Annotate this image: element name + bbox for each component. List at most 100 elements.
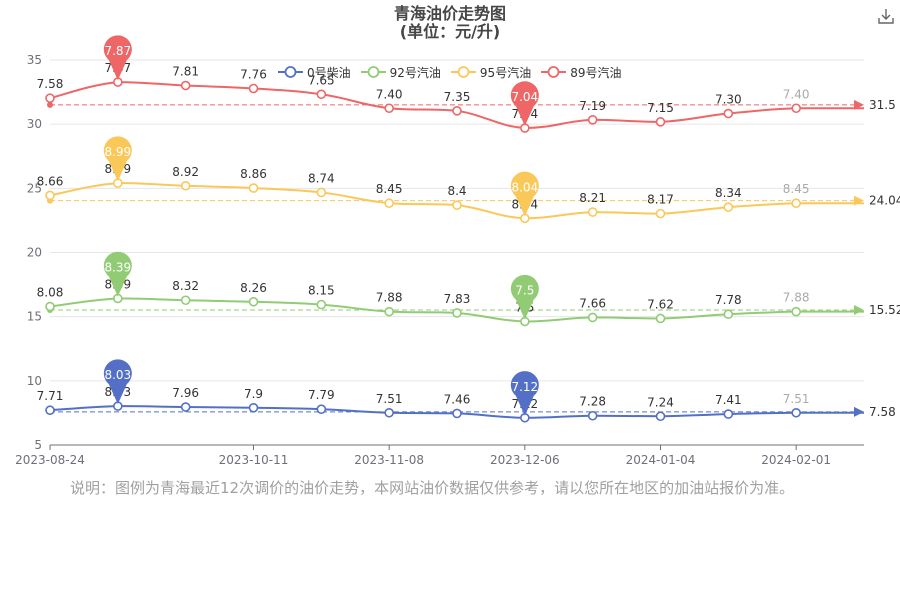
data-point: [180, 180, 191, 191]
data-label: 7.24: [647, 395, 674, 409]
data-point: [452, 408, 462, 419]
data-point: [791, 103, 801, 114]
data-point: [45, 301, 55, 312]
data-label: 7.15: [647, 101, 674, 115]
data-point: [316, 404, 327, 414]
data-point: [452, 308, 462, 318]
legend-label: 89号汽油: [570, 65, 622, 80]
chart-subtitle: (单位：元/升): [399, 22, 501, 41]
marker-pin: [103, 359, 132, 405]
data-label: 7.66: [579, 296, 606, 310]
marker-pin: [510, 171, 539, 217]
chart-title: 青海油价走势图: [393, 4, 506, 23]
data-point: [180, 402, 191, 412]
data-point: [384, 306, 394, 317]
marker-label: 7.04: [511, 90, 538, 104]
data-label: 7.65: [308, 73, 335, 87]
legend-symbol: [278, 66, 303, 78]
marker-label: 7.12: [511, 380, 538, 394]
data-label: 7.58: [37, 77, 64, 91]
data-label: 7.83: [444, 292, 471, 306]
data-label: 8.34: [715, 186, 742, 200]
data-point: [587, 115, 598, 125]
y-tick-label: 35: [27, 53, 42, 67]
min-marker: 7.04: [510, 81, 539, 127]
data-point: [791, 407, 801, 418]
legend-item[interactable]: 89号汽油: [541, 62, 621, 82]
data-point: [655, 208, 666, 219]
data-point: [316, 89, 327, 100]
data-point: [248, 402, 259, 413]
data-label: 8.15: [308, 284, 335, 298]
data-label: 7.46: [444, 392, 471, 406]
marker-label: 7.5: [515, 284, 534, 298]
marker-label: 8.99: [104, 145, 131, 159]
data-point: [791, 198, 801, 209]
data-label: 8.45: [783, 182, 810, 196]
max-marker: 7.87: [103, 35, 132, 81]
data-point: [723, 202, 734, 212]
data-label: 7.30: [715, 93, 742, 107]
data-point: [723, 309, 734, 320]
data-label: 8.66: [37, 174, 64, 188]
data-point: [248, 183, 259, 193]
data-point: [45, 93, 55, 103]
data-point: [316, 299, 327, 310]
legend-label: 95号汽油: [479, 65, 532, 80]
data-label: 7.88: [783, 291, 810, 305]
max-marker: 8.03: [103, 359, 132, 405]
data-point: [384, 407, 394, 418]
data-point: [655, 117, 666, 127]
data-label: 7.51: [783, 392, 810, 406]
legend-item[interactable]: 92号汽油: [360, 62, 441, 82]
data-label: 7.71: [37, 389, 64, 403]
y-tick-label: 30: [27, 117, 42, 131]
min-marker: 7.12: [510, 371, 539, 416]
data-point: [723, 108, 734, 119]
data-label: 8.74: [308, 171, 335, 185]
data-label: 7.78: [715, 293, 742, 307]
data-point: [45, 190, 55, 201]
x-tick-label: 2023-10-11: [219, 453, 289, 467]
chart-note: 说明：图例为青海最近12次调价的油价走势，本网站油价数据仅供参考，请以您所在地区…: [70, 479, 795, 497]
data-label: 7.9: [244, 387, 263, 401]
marker-label: 8.03: [104, 368, 131, 382]
data-label: 7.40: [783, 87, 810, 101]
data-label: 7.79: [308, 388, 335, 402]
average-arrow: [854, 195, 864, 206]
data-label: 7.41: [715, 393, 742, 407]
legend-item[interactable]: 0号柴油: [278, 62, 351, 82]
data-point: [384, 198, 394, 209]
data-point: [248, 296, 259, 307]
average-label: 7.58: [869, 405, 896, 419]
min-marker: 8.04: [510, 171, 539, 217]
data-point: [587, 312, 598, 323]
data-label: 8.86: [240, 167, 267, 181]
data-point: [180, 80, 191, 91]
download-icon[interactable]: [876, 6, 896, 26]
data-point: [655, 313, 666, 324]
average-start-dot: [47, 101, 53, 108]
data-label: 7.62: [647, 297, 674, 311]
marker-label: 7.87: [104, 44, 131, 58]
data-point: [180, 295, 191, 306]
data-point: [384, 103, 394, 114]
data-label: 7.96: [172, 386, 199, 400]
legend-item[interactable]: 95号汽油: [450, 62, 532, 82]
y-tick-label: 10: [27, 374, 42, 388]
data-point: [587, 207, 598, 217]
legend-symbol: [450, 66, 476, 78]
data-label: 7.76: [240, 67, 267, 81]
data-label: 7.81: [172, 65, 199, 79]
marker-pin: [103, 251, 132, 297]
data-point: [587, 410, 598, 421]
data-label: 8.21: [579, 191, 606, 205]
legend-symbol: [541, 66, 567, 78]
data-point: [791, 306, 801, 317]
marker-label: 8.39: [104, 260, 131, 274]
data-label: 7.88: [376, 291, 403, 305]
marker-pin: [510, 81, 539, 127]
x-tick-label: 2023-11-08: [354, 453, 424, 467]
y-tick-label: 15: [27, 310, 42, 324]
